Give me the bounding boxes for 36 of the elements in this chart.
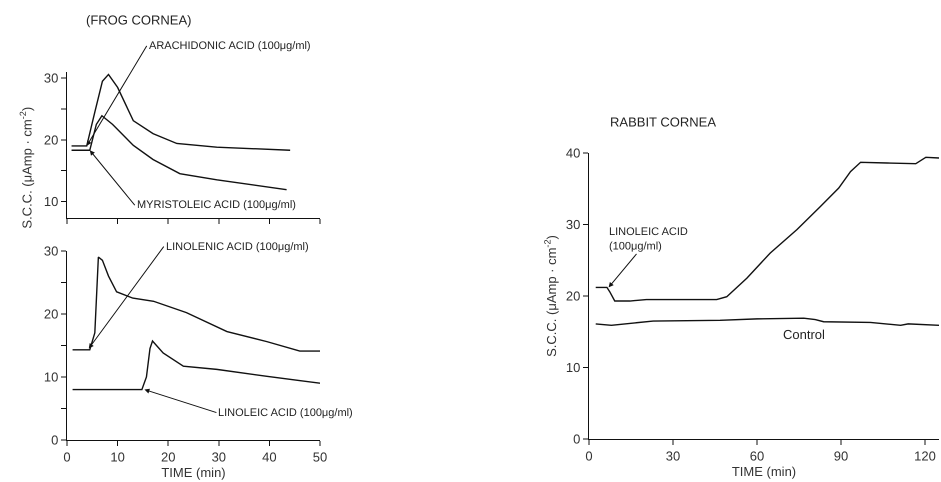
line-series	[595, 156, 939, 302]
x-tick-label: 30	[666, 448, 680, 464]
y-tick-label: 30	[44, 243, 58, 258]
series-label: Control	[783, 327, 826, 342]
y-tick-label: 10	[566, 360, 580, 376]
x-tick-label: 30	[212, 450, 226, 465]
x-tick-label: 0	[585, 448, 593, 464]
x-axis-title: TIME (min)	[732, 464, 796, 480]
y-tick-label: 40	[566, 146, 580, 161]
annotation: LINOLENIC ACID (100μg/ml)	[166, 241, 309, 253]
x-tick-label: 90	[834, 448, 848, 464]
annotation: LINOLEIC ACID (100μg/ml)	[218, 407, 353, 419]
x-tick-label: 20	[160, 450, 176, 465]
annotation: LINOLEIC ACID (100μg/ml)	[609, 226, 688, 252]
y-tick-label: 0	[51, 432, 58, 448]
line-series	[72, 340, 320, 390]
x-tick-label: 120	[914, 448, 936, 464]
y-tick-label: 10	[44, 194, 58, 209]
y-tick-label: 30	[566, 217, 580, 232]
line-series	[595, 317, 939, 326]
x-tick-label: 0	[63, 450, 71, 465]
y-tick-label: 30	[44, 70, 58, 86]
x-tick-label: 10	[110, 450, 125, 465]
chart-title: (FROG CORNEA)	[86, 12, 192, 28]
y-tick-label: 0	[573, 432, 580, 447]
y-tick-label: 20	[44, 132, 58, 148]
x-tick-label: 60	[750, 448, 764, 464]
chart-title: RABBIT CORNEA	[610, 114, 716, 130]
x-tick-label: 50	[312, 450, 328, 465]
y-tick-label: 20	[44, 306, 58, 322]
annotation: ARACHIDONIC ACID (100μg/ml)	[149, 40, 311, 52]
annotation: MYRISTOLEIC ACID (100μg/ml)	[137, 199, 296, 211]
y-tick-label: 20	[566, 288, 580, 304]
x-axis-title: TIME (min)	[161, 465, 226, 480]
y-tick-label: 10	[44, 369, 58, 384]
x-tick-label: 40	[262, 450, 277, 465]
